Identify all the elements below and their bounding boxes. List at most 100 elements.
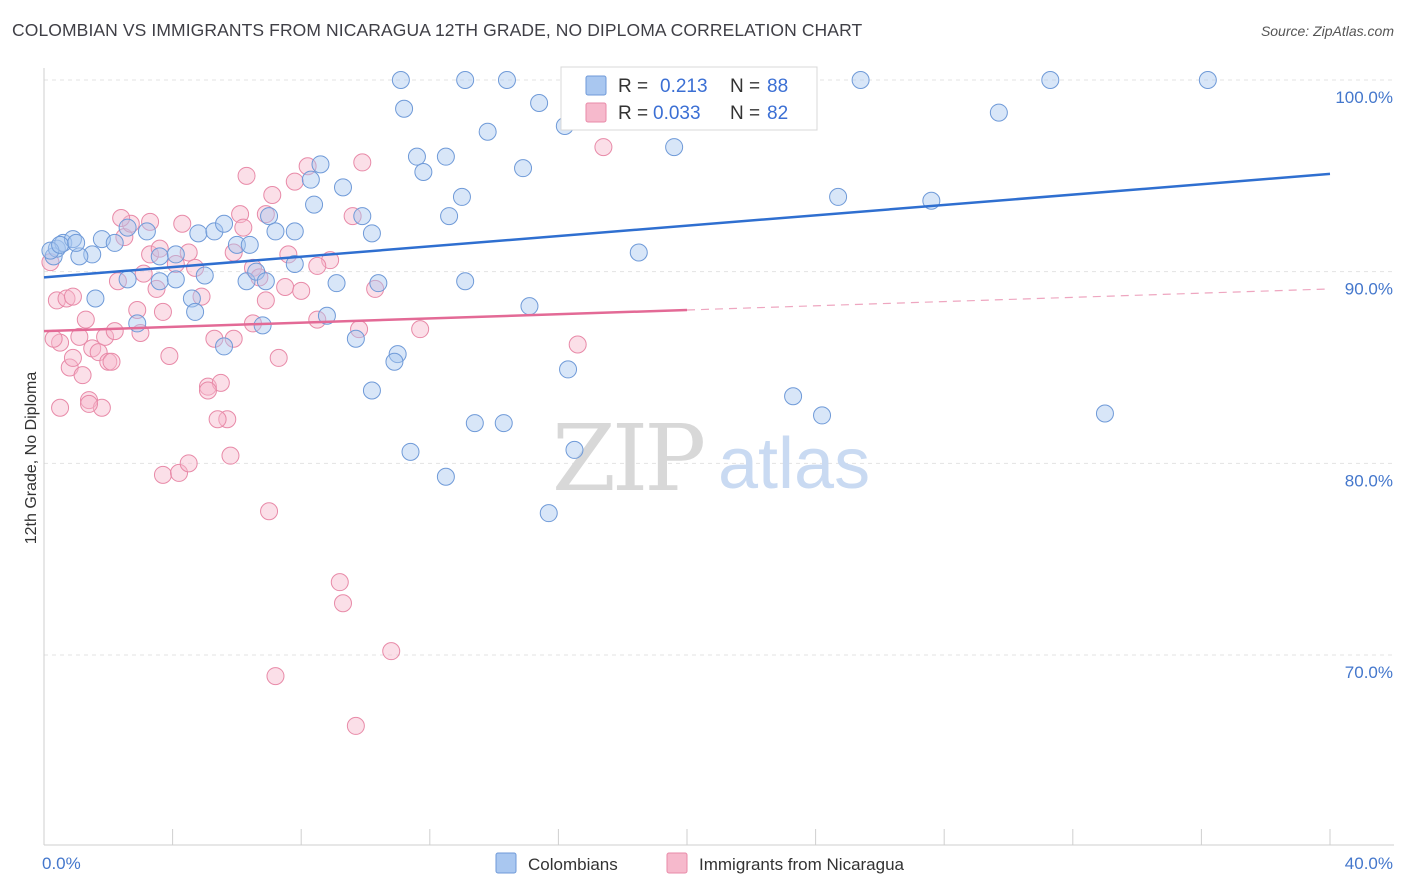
colombians-point (395, 99, 414, 118)
nicaragua-point (80, 394, 99, 413)
nicaragua-point (153, 465, 172, 484)
trend-line-colombians (43, 172, 1331, 279)
bottom-legend-label-nicaragua: Immigrants from Nicaragua (699, 855, 905, 874)
y-tick-labels: 70.0% 80.0% 90.0% 100.0% (1335, 88, 1393, 682)
nicaragua-point (224, 329, 243, 348)
trend-line-nicaragua-extension (686, 288, 1331, 311)
colombians-point (215, 214, 234, 233)
colombians-point (51, 235, 70, 254)
colombians-point (41, 241, 60, 260)
colombians-point (391, 71, 410, 89)
colombians-point (369, 274, 388, 293)
colombians-point (118, 270, 137, 289)
legend-swatch-nicaragua (585, 102, 607, 123)
colombians-point (260, 207, 279, 226)
colombians-point (362, 224, 381, 243)
colombians-point (497, 71, 516, 89)
colombians-point (70, 247, 89, 266)
nicaragua-point (237, 166, 256, 185)
nicaragua-point (256, 205, 275, 224)
watermark: ZIP atlas (552, 405, 870, 512)
nicaragua-point (221, 446, 240, 465)
colombians-point (166, 245, 185, 264)
colombians-point (227, 235, 246, 254)
nicaragua-point (234, 218, 253, 237)
legend-r-label-2: R = (618, 103, 648, 124)
colombians-point (465, 414, 484, 433)
nicaragua-point (134, 264, 153, 283)
nicaragua-point (150, 239, 169, 258)
colombians-point (86, 289, 105, 308)
colombians-point (186, 302, 205, 321)
nicaragua-point (102, 352, 121, 371)
nicaragua-point (568, 335, 587, 354)
colombians-point (311, 155, 330, 174)
nicaragua-point (76, 310, 95, 329)
y-axis-title: 12th Grade, No Diploma (23, 372, 40, 545)
nicaragua-point (128, 301, 147, 319)
colombians-point (385, 352, 404, 371)
colombians-point (327, 274, 346, 293)
nicaragua-point (51, 398, 70, 417)
colombians-point (1198, 71, 1217, 89)
nicaragua-point (208, 410, 227, 429)
colombians-point (205, 222, 224, 241)
colombians-point (436, 467, 455, 486)
nicaragua-point (160, 347, 179, 365)
colombians-point (440, 207, 459, 226)
stats-legend: R = 0.213 N = 88 R = 0.033 N = 82 (560, 66, 818, 131)
colombians-point (989, 103, 1008, 122)
colombians-point (456, 272, 475, 291)
nicaragua-point (343, 207, 362, 226)
colombians-point (629, 243, 648, 262)
legend-n-label-2: N = (730, 103, 760, 124)
trend-lines (43, 172, 1331, 333)
colombians-point (285, 255, 304, 273)
nicaragua-point (333, 594, 352, 613)
nicaragua-point (218, 410, 237, 429)
grid-lines (44, 79, 1394, 656)
nicaragua-point (263, 186, 282, 204)
nicaragua-point (594, 138, 613, 157)
colombians-point (150, 247, 169, 266)
legend-swatch-colombians (585, 75, 607, 96)
source-label: Source: ZipAtlas.com (1260, 23, 1394, 39)
legend-n-value-2: 82 (767, 103, 788, 124)
nicaragua-point (308, 310, 327, 329)
nicaragua-point (179, 454, 198, 473)
colombians-point (266, 222, 285, 241)
nicaragua-point (153, 302, 172, 321)
legend-r-label-1: R = (618, 76, 648, 97)
nicaragua-point (285, 172, 304, 191)
bottom-legend-swatch-nicaragua (666, 852, 688, 874)
axes (43, 68, 1394, 846)
nicaragua-point (292, 281, 311, 300)
nicaragua-point (173, 214, 192, 233)
nicaragua-point (260, 502, 279, 521)
colombians-point (118, 218, 137, 237)
colombians-point (813, 406, 832, 425)
colombians-point (520, 297, 539, 316)
colombians-point (1041, 71, 1060, 89)
nicaragua-point (73, 366, 92, 385)
nicaragua-point (231, 205, 250, 224)
colombians-point (530, 94, 549, 112)
colombians-point (362, 381, 381, 400)
colombians-point (851, 71, 870, 89)
colombians-point (829, 187, 848, 206)
series-legend: Colombians Immigrants from Nicaragua (495, 852, 905, 874)
colombians-point (237, 272, 256, 291)
nicaragua-point (256, 291, 275, 310)
nicaragua-point (63, 348, 82, 367)
colombians-point (317, 306, 336, 325)
nicaragua-point (205, 329, 224, 348)
y-tick-label: 100.0% (1335, 88, 1393, 107)
colombians-point (665, 138, 684, 157)
nicaragua-point (269, 348, 288, 367)
colombians-point (514, 159, 533, 178)
colombians-point (401, 442, 420, 461)
y-tick-label: 90.0% (1345, 280, 1393, 299)
colombians-point (182, 289, 201, 308)
colombians-point (353, 207, 372, 226)
legend-n-label-1: N = (730, 76, 760, 97)
